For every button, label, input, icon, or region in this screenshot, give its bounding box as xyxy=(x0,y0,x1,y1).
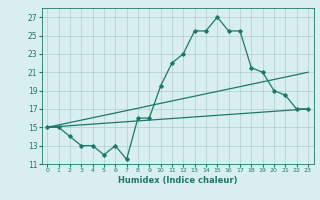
X-axis label: Humidex (Indice chaleur): Humidex (Indice chaleur) xyxy=(118,176,237,185)
